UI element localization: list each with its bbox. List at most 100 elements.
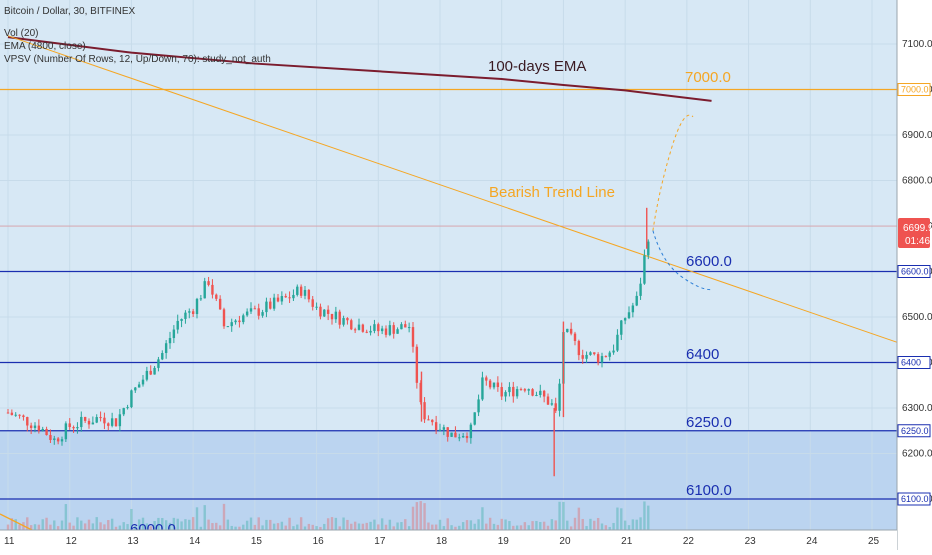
candle-body — [419, 382, 422, 403]
volume-bar — [103, 524, 106, 530]
candle-body — [604, 356, 608, 358]
level-label-6600: 6600.0 — [686, 253, 732, 270]
candle-body — [392, 325, 395, 334]
price-tag-countdown: 01:46 — [905, 236, 930, 247]
volume-bar — [461, 522, 465, 530]
volume-bar — [230, 525, 233, 530]
candle-body — [14, 414, 17, 416]
symbol-title[interactable]: Bitcoin / Dollar, 30, BITFINEX — [4, 6, 135, 17]
volume-bar — [604, 525, 608, 530]
volume-bar — [107, 520, 110, 530]
volume-bar — [377, 524, 380, 530]
volume-bar — [114, 526, 118, 530]
candle-body — [126, 407, 129, 409]
candle-body — [523, 389, 527, 391]
volume-bar — [199, 526, 203, 530]
candle-body — [188, 311, 191, 313]
candle-body — [83, 416, 87, 421]
volume-bar — [41, 519, 44, 530]
candle-body — [404, 324, 407, 328]
volume-bar — [496, 524, 500, 530]
candle-body — [122, 408, 125, 415]
axis-level-box — [897, 424, 931, 438]
volume-bar — [438, 519, 442, 530]
volume-bar — [326, 518, 330, 530]
x-tick-label: 25 — [868, 536, 880, 547]
volume-bar — [303, 526, 307, 530]
volume-bar — [616, 507, 619, 530]
x-axis-background — [0, 530, 897, 550]
volume-bar — [334, 517, 338, 530]
y-tick-label: 7100.0 — [902, 39, 932, 50]
volume-bar — [523, 522, 527, 530]
volume-bar — [365, 522, 368, 530]
volume-bar — [350, 523, 353, 530]
candle-body — [326, 309, 330, 314]
candle-body — [361, 324, 365, 332]
candle-body — [18, 414, 21, 416]
candle-body — [91, 422, 95, 425]
volume-bar — [126, 524, 129, 530]
axis-level-box — [897, 83, 931, 96]
volume-bar — [346, 519, 349, 530]
volume-bar — [157, 517, 160, 530]
candle-body — [56, 438, 60, 442]
volume-bar — [458, 525, 461, 530]
indicator-vol[interactable]: Vol (20) — [4, 28, 38, 39]
y-tick-label: 6900.0 — [902, 130, 932, 141]
volume-bar — [72, 525, 75, 530]
candle-body — [203, 281, 206, 299]
candle-body — [558, 383, 561, 411]
candle-body — [346, 318, 349, 321]
candle-body — [199, 298, 203, 300]
volume-bar — [10, 518, 14, 530]
candle-body — [519, 389, 523, 391]
candle-body — [342, 318, 345, 325]
volume-bar — [357, 523, 361, 530]
volume-bar — [141, 517, 145, 530]
volume-bar — [527, 525, 530, 530]
candle-body — [508, 386, 511, 393]
candle-body — [110, 418, 114, 426]
axis-level-label: 6250.0 — [901, 426, 929, 436]
ema-line — [7, 36, 712, 102]
indicator-ema[interactable]: EMA (4800, close) — [4, 41, 86, 52]
volume-bar — [450, 525, 453, 530]
volume-bar — [45, 517, 48, 530]
x-axis[interactable]: 11 12 13 14 15 16 17 18 19 20 21 22 23 24 25 — [0, 529, 897, 550]
candle-body — [423, 402, 426, 420]
candle-body — [500, 387, 503, 397]
projection-arrows — [652, 114, 712, 291]
candle-body — [211, 284, 214, 295]
indicator-vpsv[interactable]: VPSV (Number Of Rows, 12, Up/Down, 70): … — [4, 54, 271, 65]
volume-bar — [554, 520, 557, 530]
candle-body — [315, 306, 318, 308]
volume-bar — [26, 517, 29, 530]
candle-body — [149, 370, 152, 375]
candle-body — [573, 333, 577, 341]
volume-bar — [485, 523, 488, 530]
candle-body — [627, 312, 631, 319]
volume-bar — [134, 525, 137, 530]
candle-body — [465, 436, 469, 439]
x-tick-label: 18 — [436, 536, 448, 547]
candle-body — [623, 318, 627, 321]
volume-bar — [261, 525, 264, 530]
x-tick-label: 20 — [559, 536, 571, 547]
candle-body — [396, 329, 399, 334]
candle-body — [492, 382, 496, 388]
candle-body — [647, 241, 650, 256]
volume-bar — [172, 517, 176, 530]
price-tag-background — [898, 218, 930, 248]
volume-bar — [384, 524, 388, 530]
candle-body — [238, 320, 241, 323]
candle-body — [87, 420, 91, 425]
candle-body — [431, 419, 434, 423]
y-axis[interactable]: 6100.06200.06300.06400.06500.06600.06700… — [896, 0, 932, 550]
volume-bar — [307, 523, 311, 530]
volume-bar — [492, 523, 496, 530]
candle-body — [164, 343, 168, 354]
volume-bar — [454, 526, 457, 530]
x-tick-label: 12 — [66, 536, 78, 547]
